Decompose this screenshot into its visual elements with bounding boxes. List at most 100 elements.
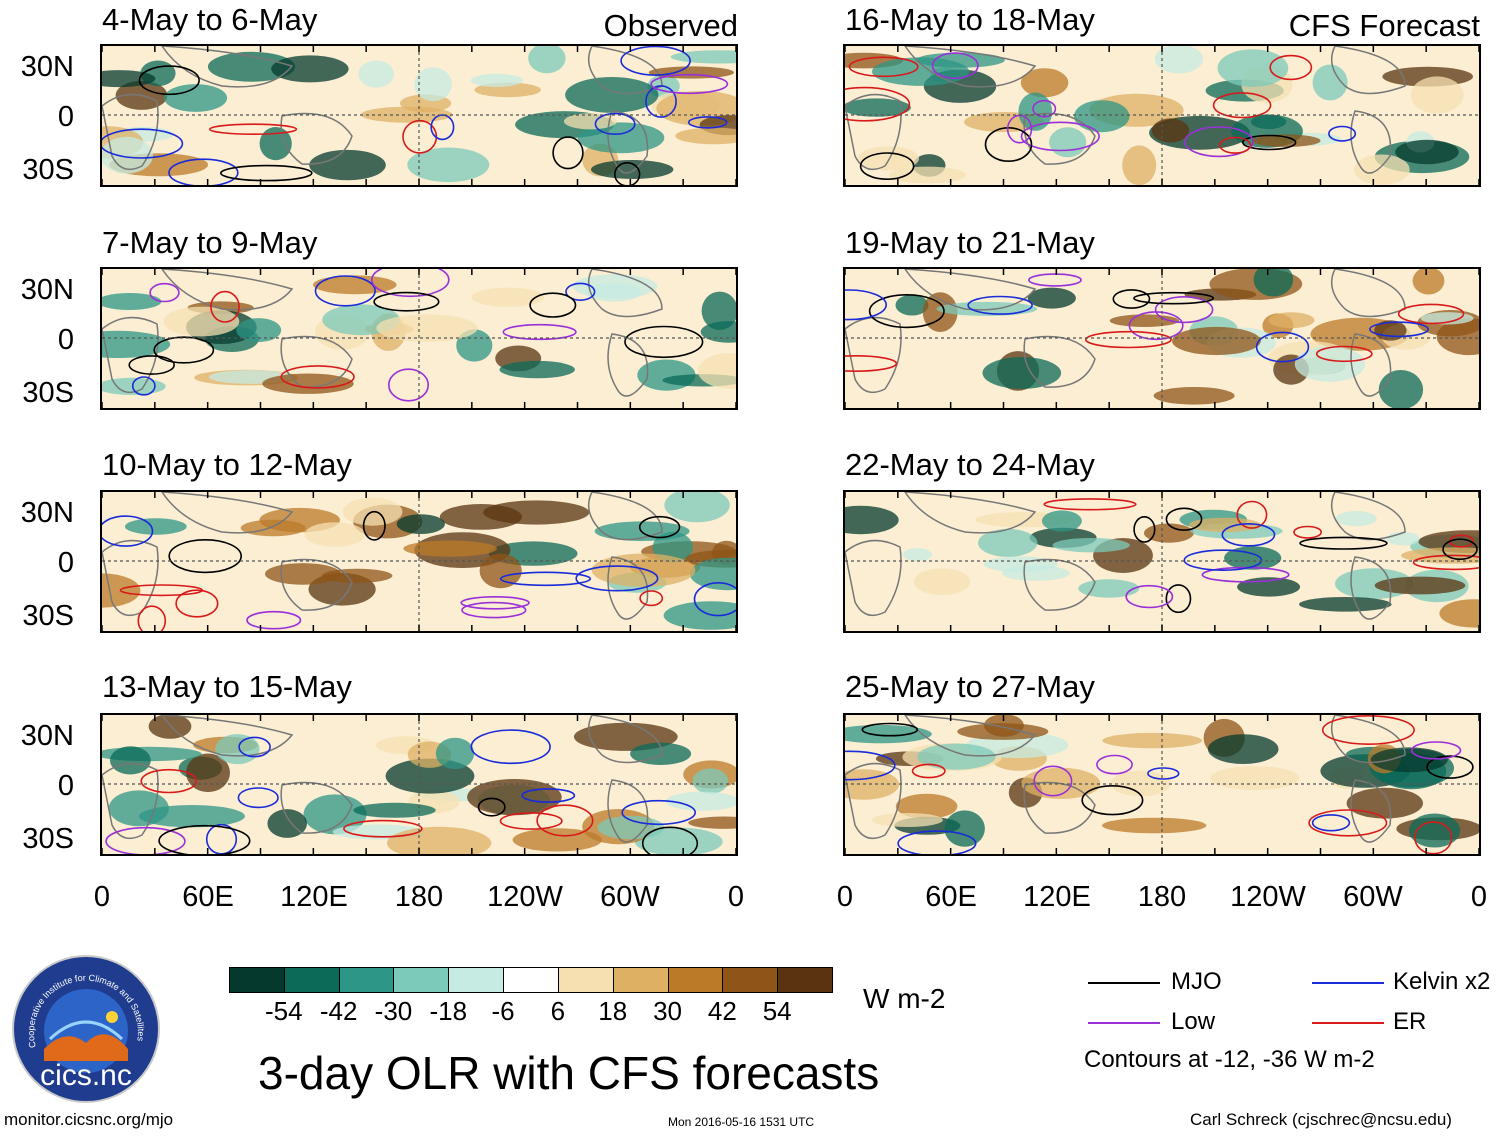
continent-outline [845,93,902,171]
wave-contour [1242,134,1297,151]
wave-contour [470,729,551,765]
panel-title: 7-May to 9-May [102,225,318,260]
footer-author: Carl Schreck (cjschrec@ncsu.edu) [1190,1110,1452,1129]
wave-contour [552,136,584,170]
continent-outline [607,333,649,397]
olr-anomaly-blob [1122,145,1157,185]
olr-anomaly-blob [563,113,617,130]
wave-contour [153,336,215,364]
olr-anomaly-blob [1217,49,1289,87]
wave-contour [594,112,636,135]
olr-map-canvas [102,46,736,185]
wave-contour [529,292,577,318]
wave-contour [1315,345,1373,363]
olr-anomaly-blob [1335,511,1377,527]
olr-anomaly-blob [396,514,445,534]
colorbar-swatch [503,967,559,993]
olr-anomaly-blob [124,518,187,535]
olr-anomaly-blob [944,810,985,847]
olr-anomaly-blob [1268,312,1315,329]
wave-contour [911,763,946,779]
olr-anomaly-blob [688,816,736,829]
wave-contour [1442,538,1478,561]
olr-map-panel [843,490,1481,633]
continent-outline [587,269,663,318]
olr-map-panel [100,44,738,187]
olr-anomaly-blob [528,46,566,74]
olr-anomaly-blob [1002,565,1070,581]
olr-anomaly-blob [1224,546,1282,570]
wave-contour [645,85,677,118]
olr-anomaly-blob [148,715,192,739]
lon-tick-label: 0 [93,881,111,913]
wave-contour [868,293,945,329]
wave-contour [1212,92,1272,119]
colorbar-tick-label: -42 [319,996,358,1026]
olr-anomaly-blob [591,553,696,587]
legend-note: Contours at -12, -36 W m-2 [1084,1046,1375,1073]
olr-anomaly-blob [1253,269,1294,297]
wave-contour [624,325,704,359]
wave-contour [1165,584,1192,614]
olr-anomaly-blob [845,98,911,117]
olr-map-panel [100,713,738,856]
wave-contour [967,295,1033,315]
colorbar-tick-label: 6 [550,996,566,1026]
wave-contour [1081,784,1144,816]
olr-anomaly-blob [102,293,162,310]
olr-map-canvas [845,715,1479,854]
continent-outline [607,110,649,174]
legend-low-label: Low [1171,1008,1216,1035]
wave-contour [128,355,176,375]
olr-map-panel [843,44,1481,187]
wave-contour [1133,291,1215,305]
continent-outline [904,715,1037,757]
continent-outline [161,269,294,311]
lon-tick-label: 120E [1023,881,1091,913]
olr-anomaly-blob [845,505,899,535]
olr-anomaly-blob [102,330,171,358]
olr-map-canvas [102,269,736,408]
olr-anomaly-blob [663,601,736,630]
panel-title: 4-May to 6-May [102,2,318,37]
legend-er-line [1312,1022,1384,1024]
wave-contour [845,355,898,372]
wave-contour [1414,821,1453,854]
olr-map-panel [843,267,1481,410]
olr-anomaly-blob [895,793,958,819]
continent-outline [1330,715,1406,764]
lon-tick-label: 60E [925,881,977,913]
colorbar-swatch [722,967,779,993]
olr-anomaly-blob [267,809,307,838]
colorbar-units: W m-2 [863,983,946,1014]
colorbar-swatch [557,967,614,993]
olr-anomaly-blob [889,166,966,184]
continent-outline [102,762,159,840]
olr-anomaly-blob [499,360,575,379]
wave-contour [1410,741,1462,760]
lat-tick-label: 0 [57,101,74,133]
continent-outline [845,316,902,394]
wave-contour [687,116,728,129]
wave-contour [1154,295,1214,324]
olr-anomaly-blob [689,557,736,591]
olr-map-canvas [845,492,1479,631]
wave-contour [168,158,239,185]
olr-anomaly-blob [407,147,490,183]
olr-anomaly-blob [1395,139,1459,165]
olr-anomaly-blob [1410,76,1464,114]
colorbar-tick-label: 18 [598,996,628,1026]
colorbar-tick-label: 30 [653,996,682,1026]
olr-map-canvas [102,492,736,631]
lon-tick-label: 180 [394,881,444,913]
lon-tick-label: 120E [280,881,348,913]
wave-contour [373,291,440,312]
logo-text: cics.nc [40,1059,132,1092]
colorbar-tick-label: 42 [707,996,737,1026]
continent-outline [845,762,902,840]
olr-anomaly-blob [1252,134,1321,147]
wave-contour [131,376,156,396]
wave-contour [639,590,664,607]
legend-kelvin-line [1312,982,1384,984]
olr-anomaly-blob [1102,732,1203,749]
